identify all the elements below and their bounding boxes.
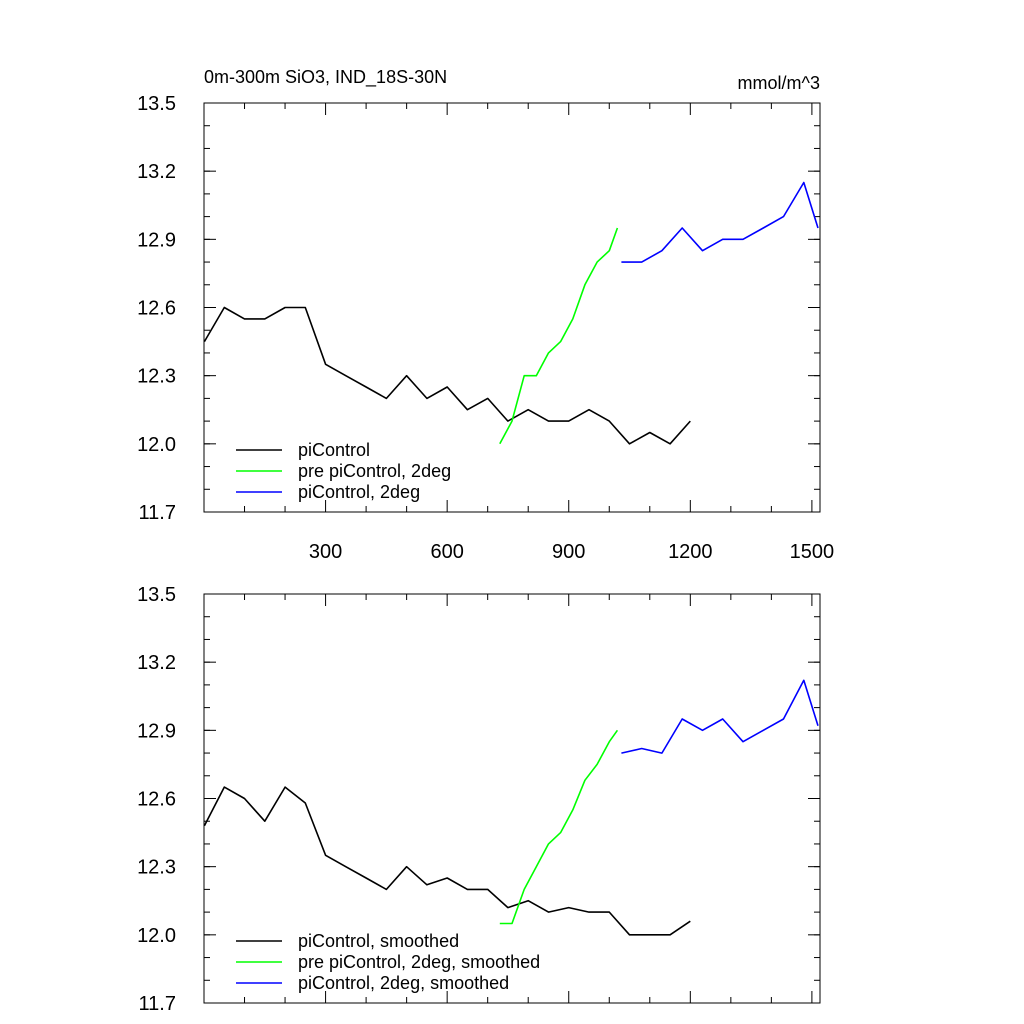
legend-entry: pre piControl, 2deg, smoothed bbox=[298, 952, 540, 972]
y-tick-label: 12.3 bbox=[137, 366, 176, 388]
units-label: mmol/m^3 bbox=[738, 73, 820, 93]
y-tick-label: 13.2 bbox=[137, 161, 176, 183]
series-line-pre-picontrol-2deg-smoothed bbox=[499, 729, 619, 925]
y-tick-label: 13.5 bbox=[137, 584, 176, 606]
y-tick-label: 12.6 bbox=[137, 298, 176, 320]
y-tick-label: 12.0 bbox=[137, 434, 176, 456]
x-tick-label: 900 bbox=[552, 541, 585, 563]
y-tick-label: 12.6 bbox=[137, 789, 176, 811]
series-line-pre-picontrol-2deg bbox=[499, 227, 619, 445]
series-line-picontrol bbox=[203, 306, 691, 445]
y-tick-label: 12.0 bbox=[137, 925, 176, 947]
y-tick-label: 12.9 bbox=[137, 229, 176, 251]
plot-frame-2 bbox=[203, 593, 821, 1004]
chart-title: 0m-300m SiO3, IND_18S-30N bbox=[204, 67, 447, 88]
legend-entry: pre piControl, 2deg bbox=[298, 461, 451, 481]
series-line-picontrol-smoothed bbox=[203, 786, 691, 936]
legend-entry: piControl, 2deg, smoothed bbox=[298, 973, 509, 993]
x-tick-label: 600 bbox=[430, 541, 463, 563]
series-line-picontrol-2deg bbox=[621, 181, 819, 263]
y-tick-label: 12.9 bbox=[137, 720, 176, 742]
y-tick-label: 12.3 bbox=[137, 857, 176, 879]
x-tick-label: 300 bbox=[309, 541, 342, 563]
legend-entry: piControl, smoothed bbox=[298, 931, 459, 951]
x-tick-label: 1200 bbox=[668, 541, 713, 563]
legend-entry: piControl, 2deg bbox=[298, 482, 420, 502]
y-tick-label: 13.5 bbox=[137, 93, 176, 115]
y-tick-label: 11.7 bbox=[139, 502, 176, 524]
y-tick-label: 13.2 bbox=[137, 652, 176, 674]
legend-entry: piControl bbox=[298, 440, 370, 460]
y-tick-label: 11.7 bbox=[139, 993, 176, 1015]
x-tick-label: 1500 bbox=[790, 541, 835, 563]
series-line-picontrol-2deg-smoothed bbox=[621, 679, 819, 754]
